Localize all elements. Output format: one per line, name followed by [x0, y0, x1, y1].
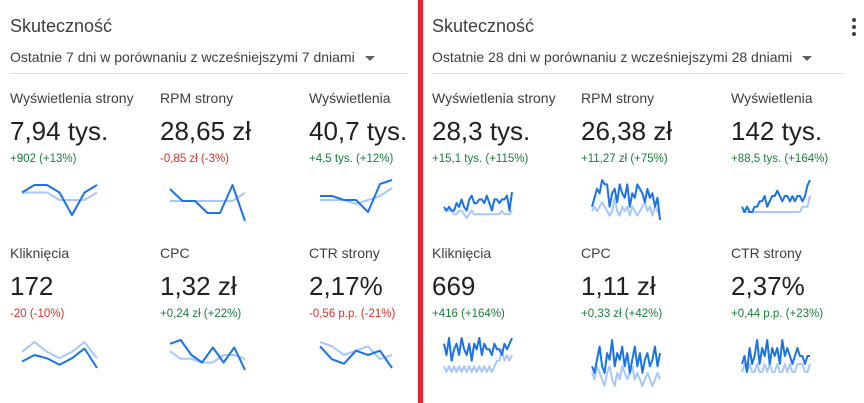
period-selector[interactable]: Ostatnie 28 dni w porównaniu z wcześniej… [432, 49, 813, 65]
metric-delta: +4,5 tys. (+12%) [309, 153, 394, 165]
metric-label: CPC [581, 245, 611, 261]
sparkline-previous-line [591, 365, 661, 387]
sparkline-clicks [443, 337, 513, 373]
metric-value: 1,32 zł [160, 271, 237, 301]
sparkline-page-views [21, 184, 98, 216]
metric-label: CPC [160, 245, 190, 261]
sparkline-previous-line [444, 209, 513, 219]
metric-page-rpm[interactable]: RPM strony 28,65 zł -0,85 zł (-3%) [160, 90, 310, 165]
sparkline-cpc [169, 339, 246, 371]
metric-delta: +902 (+13%) [10, 153, 77, 165]
sparkline-current-line [591, 179, 661, 221]
metric-delta: +0,24 zł (+22%) [160, 308, 242, 320]
metric-value: 2,17% [309, 271, 383, 301]
sparkline-current-line [169, 184, 246, 222]
metric-cpc[interactable]: CPC 1,32 zł +0,24 zł (+22%) [160, 245, 310, 320]
sparkline-current-line [443, 191, 513, 212]
metric-value: 172 [10, 271, 54, 301]
metric-delta: +11,27 zł (+75%) [581, 153, 668, 165]
metric-value: 26,38 zł [581, 116, 673, 146]
metric-delta: -20 (-10%) [10, 308, 65, 320]
metric-page-rpm[interactable]: RPM strony 26,38 zł +11,27 zł (+75%) [581, 90, 731, 165]
metric-delta: +88,5 tys. (+164%) [731, 153, 829, 165]
metric-label: CTR strony [731, 245, 802, 261]
sparkline-current-line [21, 347, 98, 369]
metric-impressions[interactable]: Wyświetlenia 40,7 tys. +4,5 tys. (+12%) [309, 90, 417, 165]
metric-page-views[interactable]: Wyświetlenia strony 28,3 tys. +15,1 tys.… [432, 90, 582, 165]
more-options-icon[interactable] [852, 18, 856, 39]
period-selector-label: Ostatnie 7 dni w porównaniu z wcześniejs… [10, 49, 355, 65]
sparkline-current-line [443, 337, 513, 362]
sparkline-clicks [21, 341, 98, 369]
metric-label: Kliknięcia [10, 245, 70, 261]
sparkline-page-rpm [169, 184, 246, 222]
sparkline-previous-line [320, 187, 393, 205]
metric-value: 142 tys. [731, 116, 823, 146]
metric-impressions[interactable]: Wyświetlenia 142 tys. +88,5 tys. (+164%) [731, 90, 856, 165]
period-selector-label: Ostatnie 28 dni w porównaniu z wcześniej… [432, 49, 793, 65]
metric-label: Wyświetlenia strony [432, 90, 556, 106]
sparkline-previous-line [741, 363, 811, 373]
divider-line [10, 73, 407, 74]
sparkline-page-ctr [741, 339, 811, 373]
metric-value: 28,65 zł [160, 116, 252, 146]
caret-down-icon [802, 55, 813, 61]
sparkline-page-ctr [319, 341, 393, 369]
divider-line [432, 73, 844, 74]
metric-page-ctr[interactable]: CTR strony 2,17% -0,56 p.p. (-21%) [309, 245, 417, 320]
metric-delta: -0,85 zł (-3%) [160, 153, 230, 165]
sparkline-previous-line [591, 196, 661, 217]
sparkline-cpc [591, 339, 661, 387]
sparkline-page-views [443, 191, 513, 219]
period-selector[interactable]: Ostatnie 7 dni w porównaniu z wcześniejs… [10, 49, 375, 65]
metric-label: CTR strony [309, 245, 380, 261]
sparkline-current-line [741, 179, 811, 213]
metric-label: Wyświetlenia strony [10, 90, 134, 106]
sparkline-previous-line [443, 348, 513, 373]
metric-label: Wyświetlenia [309, 90, 391, 106]
metric-delta: +416 (+164%) [432, 308, 505, 320]
sparkline-previous-line [169, 350, 246, 364]
card-title: Skuteczność [10, 16, 113, 36]
metric-value: 28,3 tys. [432, 116, 531, 146]
metric-label: RPM strony [581, 90, 655, 106]
sparkline-page-rpm [591, 179, 661, 221]
metric-page-ctr[interactable]: CTR strony 2,37% +0,44 p.p. (+23%) [731, 245, 856, 320]
metric-delta: +15,1 tys. (+115%) [432, 153, 529, 165]
metric-label: Kliknięcia [432, 245, 492, 261]
sparkline-current-line [21, 184, 98, 216]
metric-value: 40,7 tys. [309, 116, 408, 146]
metric-cpc[interactable]: CPC 1,11 zł +0,33 zł (+42%) [581, 245, 731, 320]
caret-down-icon [364, 55, 375, 61]
metric-delta: +0,44 p.p. (+23%) [731, 308, 824, 320]
metric-label: Wyświetlenia [731, 90, 813, 106]
metric-value: 669 [432, 271, 476, 301]
sparkline-current-line [169, 339, 246, 371]
metric-page-views[interactable]: Wyświetlenia strony 7,94 tys. +902 (+13%… [10, 90, 160, 165]
metric-clicks[interactable]: Kliknięcia 669 +416 (+164%) [432, 245, 582, 320]
metric-value: 1,11 zł [581, 271, 656, 301]
panel-divider [418, 0, 423, 403]
metric-delta: +0,33 zł (+42%) [581, 308, 663, 320]
sparkline-current-line [320, 179, 393, 213]
sparkline-current-line [741, 339, 810, 373]
metric-value: 2,37% [731, 271, 805, 301]
sparkline-impressions [741, 179, 811, 213]
sparkline-impressions [320, 179, 393, 213]
sparkline-previous-line [742, 195, 811, 213]
metric-delta: -0,56 p.p. (-21%) [309, 308, 396, 320]
sparkline-current-line [591, 339, 661, 374]
card-title: Skuteczność [432, 16, 535, 36]
metric-value: 7,94 tys. [10, 116, 109, 146]
metric-clicks[interactable]: Kliknięcia 172 -20 (-10%) [10, 245, 160, 320]
metric-label: RPM strony [160, 90, 234, 106]
sparkline-current-line [319, 345, 393, 369]
sparkline-previous-line [21, 341, 98, 360]
sparkline-previous-line [22, 191, 98, 201]
